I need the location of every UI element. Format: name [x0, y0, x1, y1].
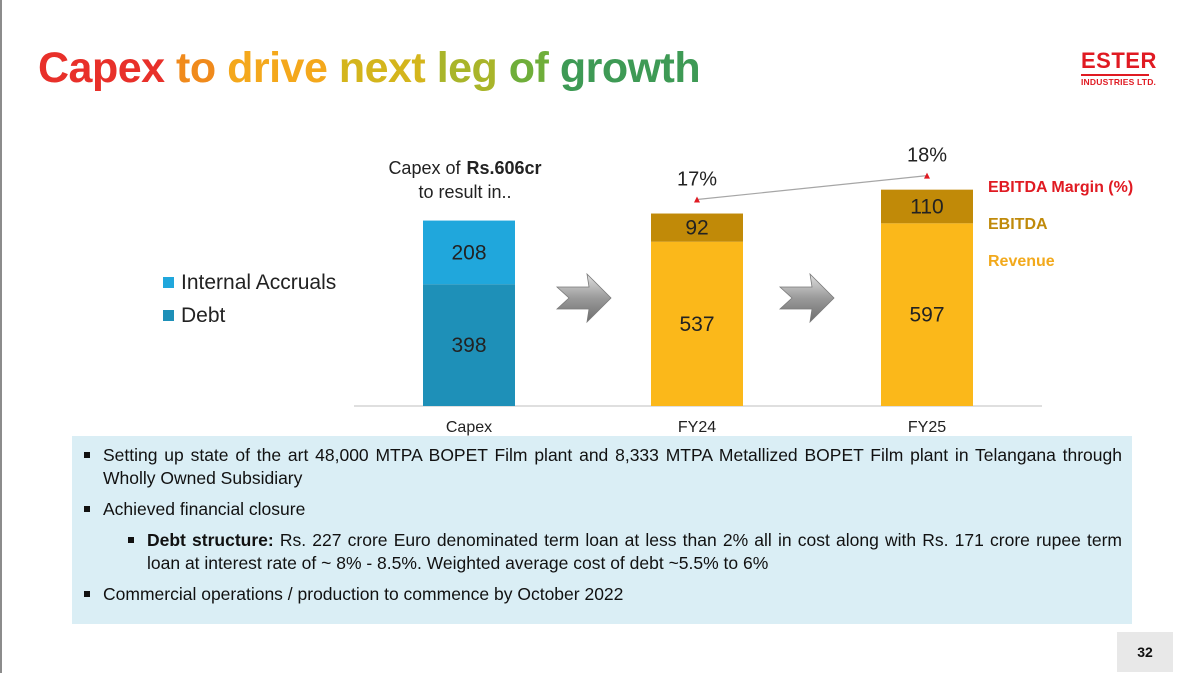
ebitda-margin-point	[924, 172, 930, 179]
bar-fy24-ebitda	[651, 213, 743, 242]
label-revenue: Revenue	[988, 253, 1055, 270]
x-tick-label-fy24: FY24	[678, 419, 716, 436]
growth-arrow-icon	[778, 272, 835, 324]
capex-note: Capex of Rs.606cr to result in..	[360, 156, 570, 204]
label-ebitda-margin: EBITDA Margin (%)	[988, 179, 1134, 196]
bar-fy24-revenue	[651, 241, 743, 406]
title-word: next	[338, 44, 426, 92]
capex-note-suffix: to result in..	[418, 182, 512, 202]
bar-fy25-ebitda	[881, 189, 973, 224]
logo-name: ESTER	[1081, 50, 1156, 76]
left-border-rule	[0, 0, 2, 673]
data-label-fy25-revenue: 597	[909, 304, 944, 327]
company-logo: ESTER INDUSTRIES LTD.	[1081, 50, 1157, 88]
data-label-capex-debt: 398	[451, 334, 486, 357]
legend-label-debt: Debt	[181, 303, 226, 327]
ebitda-margin-label: 17%	[677, 169, 717, 191]
ebitda-margin-label: 18%	[907, 145, 947, 167]
bullet-item: Setting up state of the art 48,000 MTPA …	[82, 444, 1122, 490]
data-label-fy24-ebitda: 92	[685, 217, 708, 240]
title-word: Capex	[38, 44, 165, 92]
legend-label-internal-accruals: Internal Accruals	[181, 270, 337, 294]
label-ebitda: EBITDA	[988, 216, 1048, 233]
growth-arrow-icon	[555, 272, 612, 324]
capex-note-prefix: Capex of	[388, 158, 461, 178]
logo-subtitle: INDUSTRIES LTD.	[1081, 77, 1157, 87]
ebitda-margin-line	[696, 175, 928, 201]
title-word: growth	[559, 44, 701, 92]
capex-projection-chart: 398 208 537 92 597 110 Capex FY24 FY25 17% 18%	[354, 145, 1042, 436]
x-tick-label-fy25: FY25	[908, 419, 946, 436]
bar-capex-internal-accruals	[423, 220, 515, 285]
bullet-item: Debt structure: Rs. 227 crore Euro denom…	[126, 529, 1122, 575]
capex-note-amount: Rs.606cr	[466, 158, 542, 178]
x-tick-label-capex: Capex	[446, 419, 492, 436]
title-word: to	[176, 44, 216, 92]
bullet-bold-lead: Debt structure:	[147, 530, 274, 550]
chart-legend: Internal Accruals Debt	[163, 266, 336, 332]
bar-fy25-revenue	[881, 223, 973, 406]
data-label-fy24-revenue: 537	[679, 313, 714, 336]
data-label-fy25-ebitda: 110	[910, 195, 943, 218]
bullet-item: Achieved financial closure	[82, 498, 1122, 521]
bar-capex-debt	[423, 284, 515, 406]
title-word: drive	[227, 44, 328, 92]
title-word: of	[508, 44, 549, 92]
legend-swatch-internal-accruals	[163, 277, 174, 288]
key-points-box: Setting up state of the art 48,000 MTPA …	[72, 436, 1132, 624]
legend-item-internal-accruals: Internal Accruals	[163, 266, 336, 299]
legend-item-debt: Debt	[163, 299, 336, 332]
data-label-capex-internal-accruals: 208	[451, 241, 486, 264]
legend-swatch-debt	[163, 310, 174, 321]
title-word: leg	[436, 44, 498, 92]
page-number: 32	[1117, 632, 1173, 672]
bullet-item: Commercial operations / production to co…	[82, 583, 1122, 606]
slide-title: Capex to drive next leg of growth	[38, 44, 701, 93]
ebitda-margin-point	[694, 196, 700, 203]
